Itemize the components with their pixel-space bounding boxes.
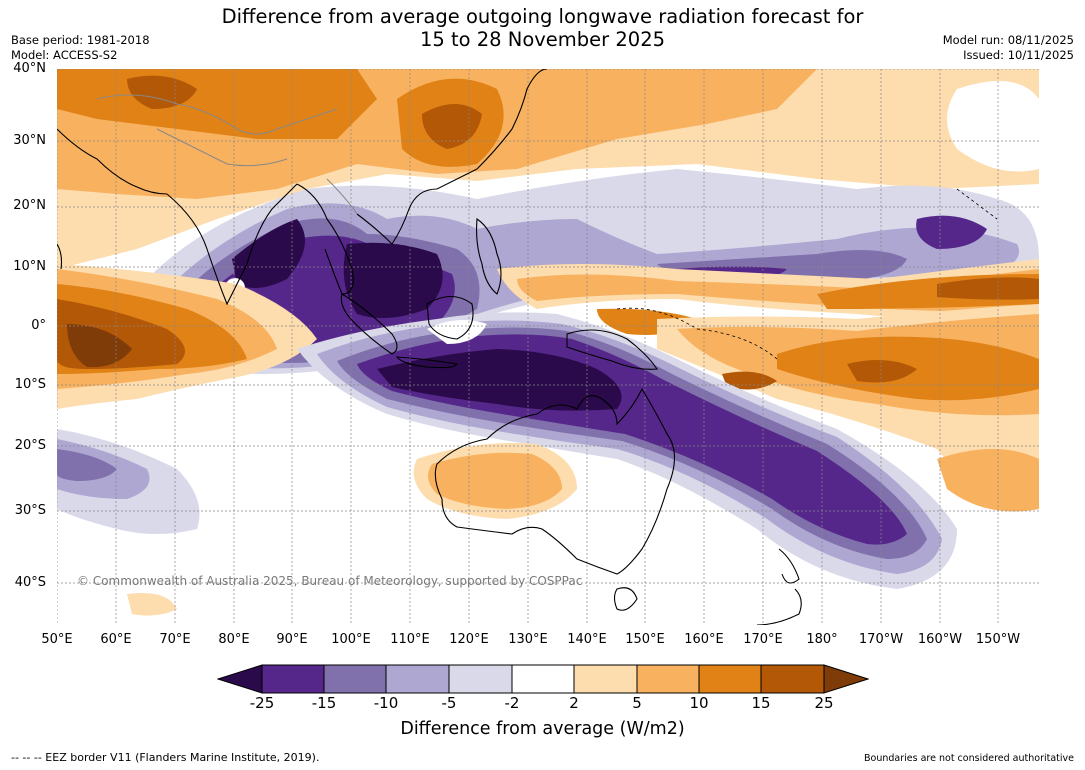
lon-label: 110°E	[390, 632, 430, 647]
lat-label: 40°S	[14, 575, 46, 590]
colorbar-swatch	[698, 664, 762, 694]
model-run: Model run: 08/11/2025	[942, 33, 1074, 47]
colorbar-tick-label: 2	[569, 694, 579, 712]
lon-label: 130°E	[508, 632, 548, 647]
lon-label: 150°W	[975, 632, 1021, 647]
new-guinea-coastline	[566, 329, 658, 370]
lat-label: 40°N	[13, 61, 46, 76]
southeast-asia-coastline	[296, 168, 478, 295]
lon-label: 50°E	[41, 632, 73, 647]
colorbar-swatch	[448, 664, 513, 694]
lat-label: 10°N	[13, 259, 46, 274]
colorbar-swatch	[385, 664, 450, 694]
model-name: Model: ACCESS-S2	[11, 48, 118, 62]
colorbar-tick-label: -5	[441, 694, 457, 712]
lon-label: 180°	[806, 632, 838, 647]
new-zealand-coastline	[756, 548, 802, 625]
tasmania-coastline	[613, 587, 638, 611]
sumatra-coastline	[340, 293, 398, 355]
base-period: Base period: 1981-2018	[11, 33, 150, 47]
lon-label: 160°E	[684, 632, 724, 647]
issued-date: Issued: 10/11/2025	[963, 48, 1074, 62]
title-line-1: Difference from average outgoing longwav…	[221, 5, 864, 28]
colorbar-swatch	[636, 664, 700, 694]
colorbar-tick-label: 25	[814, 694, 834, 712]
borneo-coastline	[426, 295, 474, 340]
colorbar-extend-low	[217, 664, 263, 694]
meta-left: Base period: 1981-2018 Model: ACCESS-S2	[11, 33, 150, 63]
colorbar	[217, 664, 869, 694]
anomaly-field	[57, 69, 1039, 625]
coastlines	[57, 69, 802, 625]
colorbar-extend-high	[823, 664, 869, 694]
lat-label: 30°S	[14, 503, 46, 518]
lon-label: 140°E	[567, 632, 607, 647]
lat-label: 20°N	[13, 198, 46, 213]
java-coastline	[395, 356, 458, 369]
lat-label: 30°N	[13, 133, 46, 148]
lon-label: 170°W	[858, 632, 904, 647]
lon-label: 70°E	[159, 632, 191, 647]
lon-label: 160°W	[917, 632, 963, 647]
colorbar-swatch	[511, 664, 575, 694]
boundary-disclaimer: Boundaries are not considered authoritat…	[864, 753, 1074, 764]
colorbar-tick-label: 5	[632, 694, 642, 712]
colorbar-ticks: -25 -15 -10 -5 -2 2 5 10 15 25	[0, 694, 1085, 714]
colorbar-tick-label: -15	[311, 694, 337, 712]
lat-label: 0°	[31, 318, 46, 333]
australia-coastline	[434, 387, 676, 575]
lon-label: 150°E	[625, 632, 665, 647]
arabia-coastline	[57, 128, 168, 195]
colorbar-tick-label: 15	[751, 694, 771, 712]
country-borders	[96, 94, 358, 215]
copyright-notice: © Commonwealth of Australia 2025, Bureau…	[77, 574, 582, 588]
lat-label: 20°S	[14, 438, 46, 453]
lon-label: 120°E	[449, 632, 489, 647]
meta-right: Model run: 08/11/2025 Issued: 10/11/2025	[943, 33, 1074, 63]
colorbar-tick-label: -2	[504, 694, 520, 712]
colorbar-tick-label: -10	[373, 694, 399, 712]
map-title: Difference from average outgoing longwav…	[0, 5, 1085, 51]
colorbar-tick-label: -25	[249, 694, 275, 712]
eez-legend: -- -- -- EEZ border V11 (Flanders Marine…	[11, 751, 320, 764]
colorbar-swatch	[323, 664, 387, 694]
lon-label: 80°E	[218, 632, 250, 647]
philippines-coastline	[476, 218, 502, 295]
colorbar-swatch	[760, 664, 825, 694]
lat-label: 10°S	[14, 377, 46, 392]
eez-borders	[616, 188, 998, 360]
lon-label: 100°E	[331, 632, 371, 647]
olr-anomaly-map: © Commonwealth of Australia 2025, Bureau…	[57, 69, 1039, 625]
lon-label: 170°E	[743, 632, 783, 647]
gridlines	[57, 69, 1039, 625]
lon-label: 60°E	[100, 632, 132, 647]
lon-label: 90°E	[276, 632, 308, 647]
china-coastline	[476, 69, 548, 170]
colorbar-swatch	[261, 664, 325, 694]
colorbar-label: Difference from average (W/m2)	[400, 719, 685, 739]
title-line-2: 15 to 28 November 2025	[419, 28, 666, 51]
madagascar-coastline	[57, 243, 63, 270]
colorbar-tick-label: 10	[689, 694, 709, 712]
india-coastline	[166, 183, 298, 306]
colorbar-swatches	[217, 664, 869, 694]
colorbar-swatch	[573, 664, 638, 694]
